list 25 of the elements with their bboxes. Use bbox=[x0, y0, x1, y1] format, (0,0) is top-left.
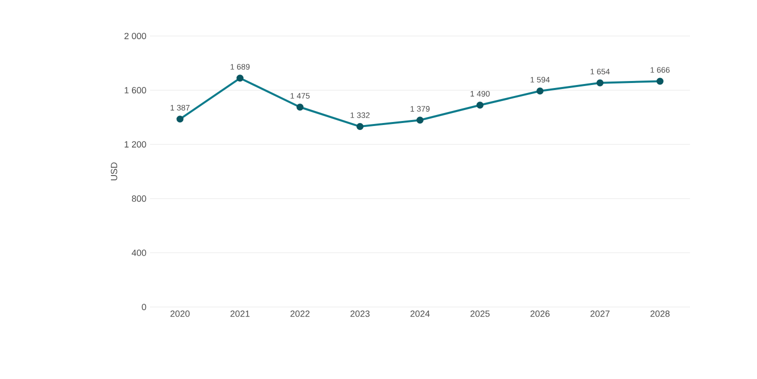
x-tick-label: 2022 bbox=[290, 310, 310, 317]
x-tick-label: 2021 bbox=[230, 310, 250, 317]
point bbox=[296, 104, 304, 111]
point bbox=[656, 78, 664, 85]
x-tick-label: 2023 bbox=[350, 310, 370, 317]
point bbox=[176, 116, 184, 123]
point bbox=[536, 88, 544, 94]
x-tick-label: 2024 bbox=[410, 310, 430, 317]
point bbox=[596, 79, 604, 86]
x-tick-label: 2025 bbox=[470, 310, 490, 317]
x-tick-label: 2026 bbox=[530, 310, 550, 317]
x-tick-label: 2020 bbox=[170, 310, 190, 317]
y-tick-label: 2 000 bbox=[124, 32, 146, 40]
point bbox=[416, 116, 424, 124]
point bbox=[236, 74, 244, 82]
x-tick-label: 2027 bbox=[590, 310, 610, 317]
y-tick-label: 1 600 bbox=[124, 87, 146, 94]
x-tick-label: 2028 bbox=[650, 310, 670, 317]
y-tick-label: 800 bbox=[132, 195, 146, 202]
y-axis-title: USD bbox=[110, 162, 118, 180]
y-tick-label: 0 bbox=[142, 304, 146, 310]
point bbox=[476, 102, 484, 109]
y-tick-label: 400 bbox=[132, 250, 146, 256]
y-tick-label: 1 200 bbox=[124, 141, 146, 148]
point bbox=[356, 123, 364, 130]
